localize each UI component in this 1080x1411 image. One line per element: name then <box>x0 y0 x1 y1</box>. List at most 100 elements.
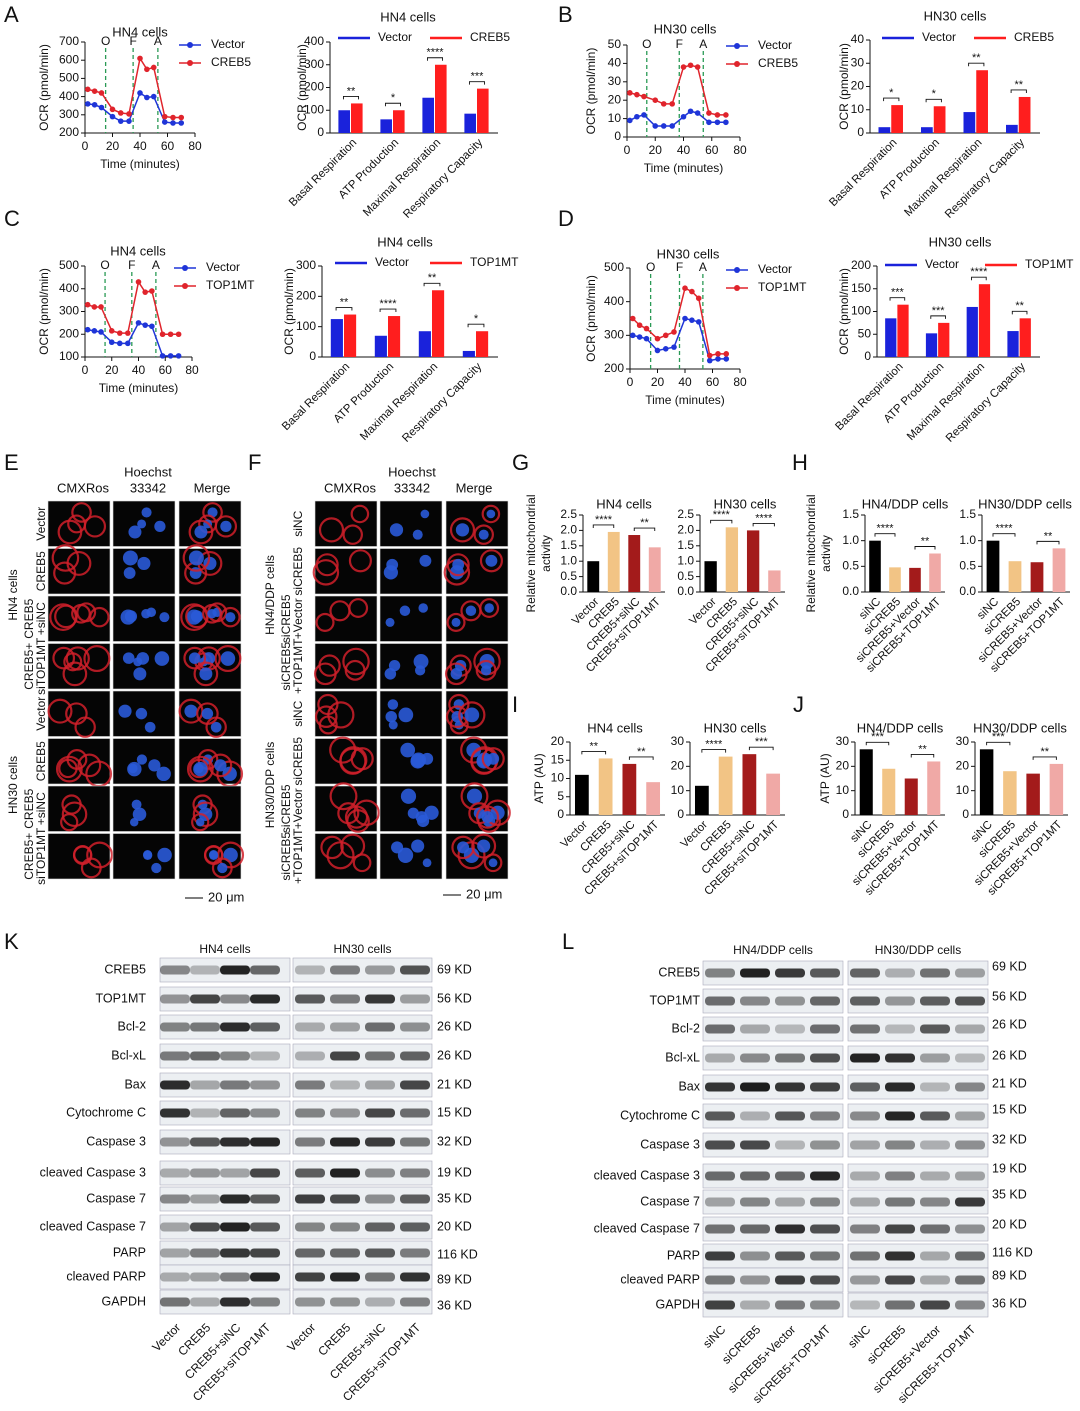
x-tick-label: 0 <box>82 363 89 377</box>
column-header: CMXRos <box>324 480 377 495</box>
data-point <box>84 326 91 333</box>
stain-blue <box>424 805 439 820</box>
blot-band <box>850 1224 880 1234</box>
blot-band <box>295 1248 325 1258</box>
blot-band <box>250 994 280 1004</box>
data-point <box>125 330 131 336</box>
data-point <box>117 118 124 124</box>
row-label: +TOP1MT <box>291 828 305 884</box>
protein-label: Caspase 7 <box>640 1194 700 1208</box>
blot-band <box>955 1140 985 1150</box>
stain-blue <box>486 509 496 519</box>
blot-band <box>365 1137 395 1147</box>
blot-band <box>955 1053 985 1063</box>
y-tick-label: 0.0 <box>959 584 976 598</box>
blot-strip <box>847 1132 989 1158</box>
legend-label: Vector <box>758 262 792 276</box>
blot-band <box>775 1171 805 1181</box>
blot-band <box>190 1137 220 1147</box>
data-point <box>91 88 98 94</box>
bar <box>374 335 387 357</box>
y-tick-label: 1.0 <box>842 533 859 547</box>
stain-red <box>189 758 209 779</box>
stain-blue <box>223 847 238 863</box>
chart-title: HN4/DDP cells <box>857 720 944 735</box>
blot-band <box>920 996 950 1006</box>
micrograph <box>379 500 443 547</box>
stain-blue <box>207 609 217 619</box>
data-point <box>629 315 636 322</box>
stain-blue <box>387 699 399 710</box>
x-tick-label: Respiratory Capacity <box>400 361 484 445</box>
blot-band <box>920 1140 950 1150</box>
blot-band <box>850 1251 880 1261</box>
group-label: HN30 cells <box>6 756 20 814</box>
protein-label: TOP1MT <box>650 993 701 1007</box>
bar <box>768 570 781 592</box>
blot-band <box>365 1248 395 1258</box>
group-label: HN4 cells <box>6 569 20 620</box>
legend-label: Vector <box>375 255 409 269</box>
data-point <box>682 315 688 322</box>
stain-blue <box>217 862 228 874</box>
stain-blue <box>484 603 494 613</box>
y-tick-label: 10 <box>551 771 565 785</box>
blot-band <box>740 1171 770 1181</box>
bar <box>725 527 739 592</box>
stain-blue <box>487 752 500 765</box>
blot-band <box>295 1194 325 1204</box>
stain-blue <box>389 523 404 537</box>
y-axis-label: OCR (pmol/min) <box>282 268 296 355</box>
bar <box>1026 773 1040 815</box>
stain-red <box>483 853 503 873</box>
blot-band <box>190 994 220 1004</box>
y-tick-label: 400 <box>59 89 79 103</box>
blot-band <box>775 1251 805 1261</box>
row-label: CREB5 <box>34 741 48 781</box>
bar <box>464 113 476 133</box>
protein-label: Bax <box>678 1079 700 1093</box>
bar <box>1049 763 1064 815</box>
legend-label: TOP1MT <box>1025 257 1074 271</box>
blot-band <box>400 965 430 975</box>
stain-red <box>340 833 366 859</box>
y-tick-label: 0 <box>309 349 316 363</box>
x-tick-label: 20 <box>106 139 120 153</box>
y-tick-label: 200 <box>604 361 624 375</box>
data-point <box>634 91 640 98</box>
data-point <box>109 113 116 120</box>
blot-band <box>955 1111 985 1121</box>
stain-blue <box>450 668 463 680</box>
significance-label: *** <box>755 736 769 748</box>
stain-red <box>458 701 486 729</box>
blot-band <box>190 965 220 975</box>
blot-band <box>705 1111 735 1121</box>
column-header: Hoechst <box>124 464 172 479</box>
lane-label: Vector <box>284 1320 318 1354</box>
significance-label: ** <box>640 517 649 529</box>
significance-bracket <box>971 276 987 281</box>
stain-red <box>329 782 358 811</box>
micrograph <box>47 690 111 737</box>
data-point <box>694 110 701 116</box>
stain-blue <box>118 704 132 718</box>
bar <box>435 64 447 133</box>
blot-band <box>190 1168 220 1178</box>
x-tick-label: 60 <box>705 143 719 157</box>
blot-band <box>250 1022 280 1032</box>
stain-red <box>61 801 88 828</box>
data-point <box>84 101 91 107</box>
legend-label: Vector <box>378 30 412 44</box>
stain-red <box>196 702 219 725</box>
stain-blue <box>422 858 432 868</box>
data-point <box>689 288 695 295</box>
column-header: 33342 <box>130 480 166 495</box>
significance-bracket <box>701 749 727 753</box>
blot-band <box>955 968 985 978</box>
data-point <box>98 90 105 96</box>
legend-marker <box>734 285 740 291</box>
stain-blue <box>133 667 147 681</box>
bar <box>338 110 350 133</box>
y-tick-label: 10 <box>671 783 685 797</box>
stain-red <box>65 646 90 671</box>
